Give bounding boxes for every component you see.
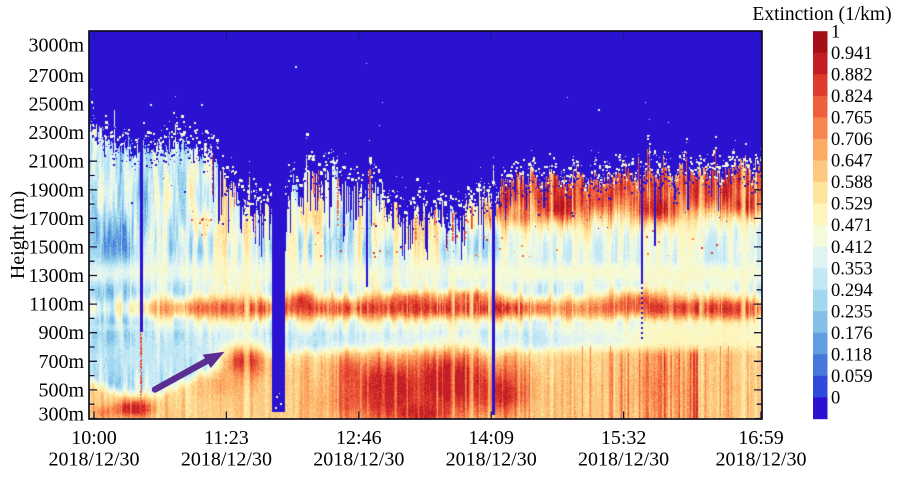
svg-text:11:23: 11:23 xyxy=(204,427,249,449)
svg-text:0.176: 0.176 xyxy=(831,324,873,344)
svg-text:1: 1 xyxy=(831,22,840,42)
svg-text:0.471: 0.471 xyxy=(831,216,873,236)
svg-text:0.941: 0.941 xyxy=(831,44,873,64)
svg-text:1300m: 1300m xyxy=(28,265,84,287)
svg-text:1500m: 1500m xyxy=(28,236,84,258)
svg-text:15:32: 15:32 xyxy=(601,427,647,449)
svg-text:1900m: 1900m xyxy=(28,179,84,201)
svg-text:2018/12/30: 2018/12/30 xyxy=(181,448,272,470)
svg-text:2300m: 2300m xyxy=(28,122,84,144)
svg-text:0.588: 0.588 xyxy=(831,173,873,193)
svg-text:500m: 500m xyxy=(38,379,84,401)
svg-text:0.353: 0.353 xyxy=(831,259,873,279)
svg-text:2100m: 2100m xyxy=(28,151,84,173)
svg-text:2018/12/30: 2018/12/30 xyxy=(313,448,404,470)
svg-text:10:00: 10:00 xyxy=(71,427,117,449)
svg-text:0.118: 0.118 xyxy=(831,346,872,366)
svg-text:0.294: 0.294 xyxy=(831,281,873,301)
svg-text:2018/12/30: 2018/12/30 xyxy=(578,448,669,470)
svg-text:0.824: 0.824 xyxy=(831,87,873,107)
svg-text:2018/12/30: 2018/12/30 xyxy=(715,448,806,470)
svg-text:2018/12/30: 2018/12/30 xyxy=(48,448,139,470)
svg-text:0.765: 0.765 xyxy=(831,109,873,129)
svg-text:0.706: 0.706 xyxy=(831,130,873,150)
svg-text:14:09: 14:09 xyxy=(468,427,514,449)
svg-text:0.647: 0.647 xyxy=(831,152,873,172)
svg-text:Height (m): Height (m) xyxy=(7,191,29,279)
svg-text:Extinction (1/km): Extinction (1/km) xyxy=(752,4,891,25)
svg-text:300m: 300m xyxy=(38,404,84,426)
svg-text:3000m: 3000m xyxy=(28,35,84,57)
svg-text:0.529: 0.529 xyxy=(831,195,873,215)
svg-text:1700m: 1700m xyxy=(28,208,84,230)
svg-text:0.882: 0.882 xyxy=(831,66,873,86)
svg-text:0.235: 0.235 xyxy=(831,302,873,322)
svg-text:2700m: 2700m xyxy=(28,65,84,87)
svg-text:12:46: 12:46 xyxy=(336,427,382,449)
svg-text:16:59: 16:59 xyxy=(738,427,784,449)
svg-text:700m: 700m xyxy=(38,351,84,373)
svg-text:0.059: 0.059 xyxy=(831,367,873,387)
svg-text:900m: 900m xyxy=(38,322,84,344)
svg-text:1100m: 1100m xyxy=(29,294,84,316)
svg-text:0: 0 xyxy=(831,389,840,409)
svg-text:2018/12/30: 2018/12/30 xyxy=(446,448,537,470)
svg-text:0.412: 0.412 xyxy=(831,238,873,258)
svg-text:2500m: 2500m xyxy=(28,94,84,116)
